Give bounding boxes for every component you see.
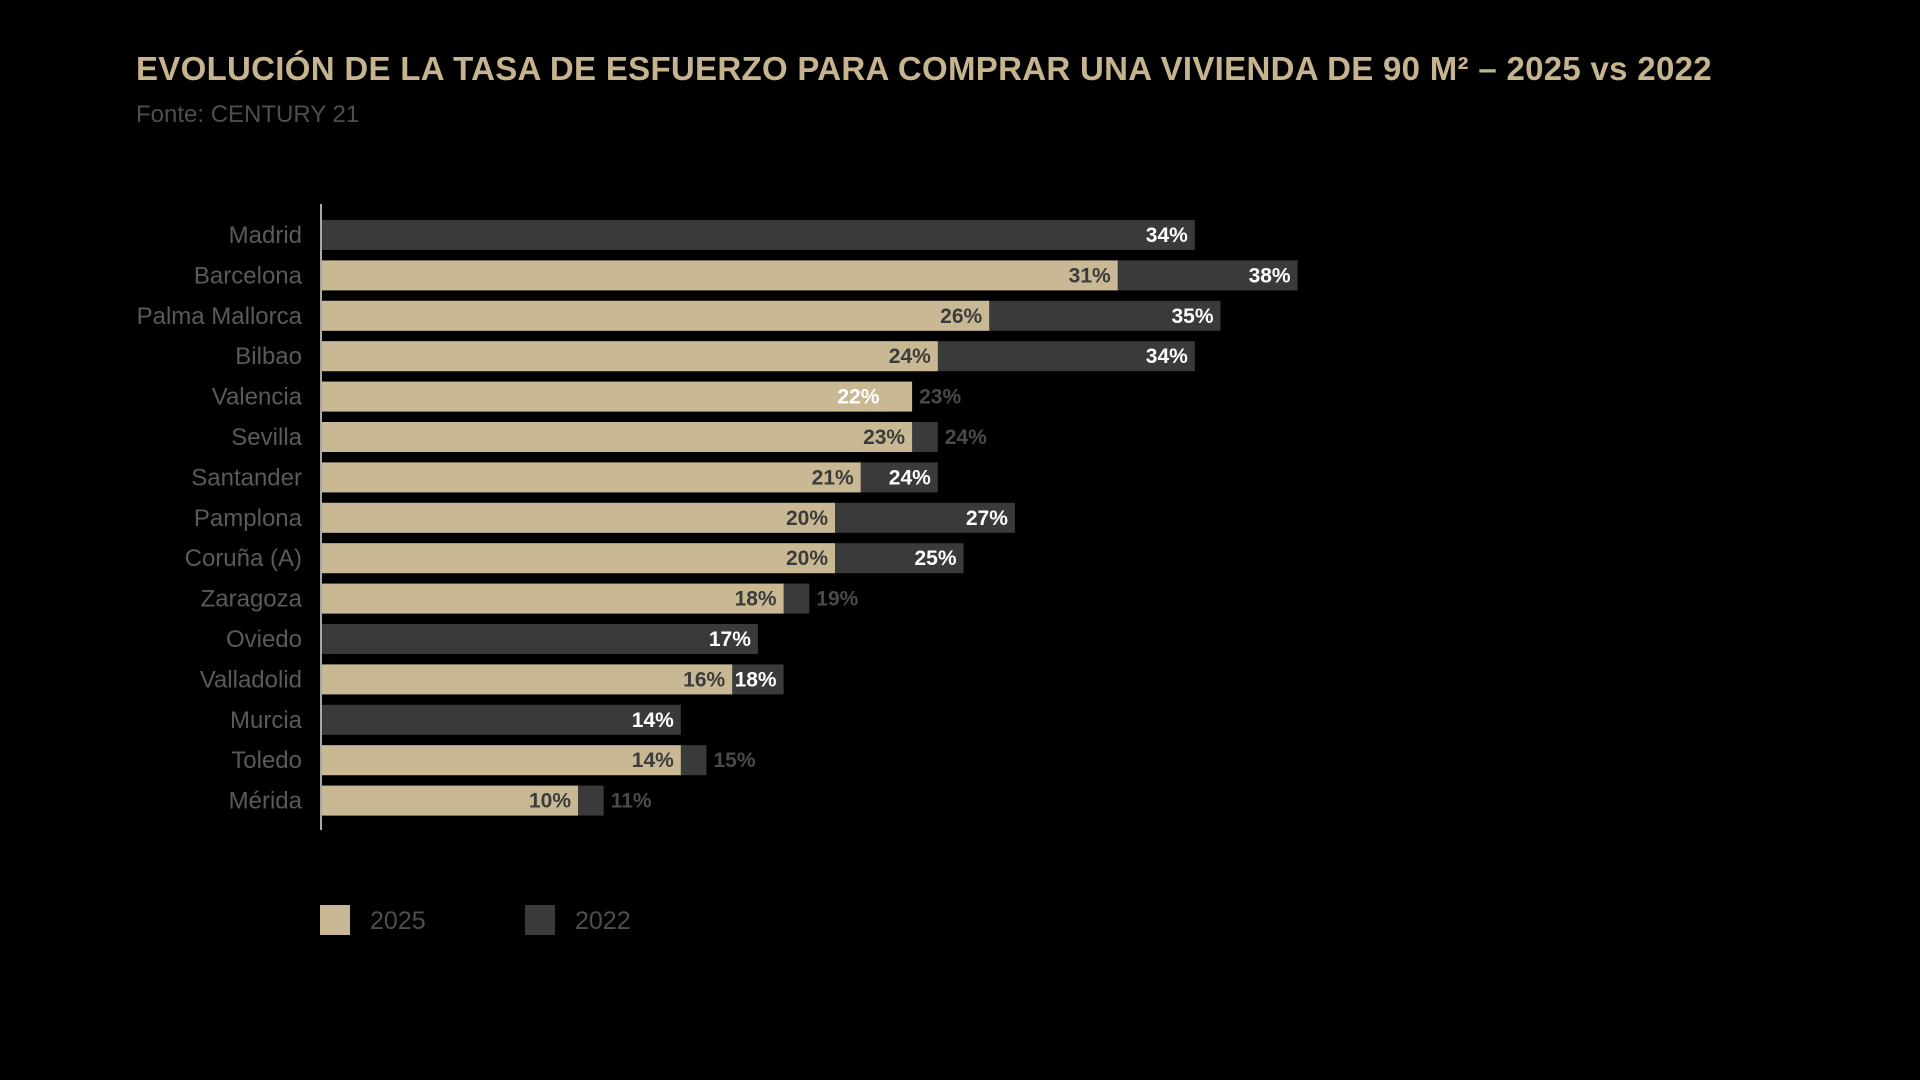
- legend-label-2022: 2022: [575, 907, 631, 935]
- data-label-2025: 18%: [735, 588, 777, 611]
- bar-2022: [321, 704, 681, 735]
- legend-label-2025: 2025: [370, 907, 426, 935]
- bar-2025: [321, 543, 835, 574]
- data-label-2022: 24%: [889, 466, 931, 489]
- category-label: Barcelona: [194, 262, 303, 289]
- category-label: Mérida: [229, 788, 303, 815]
- bar-2025: [321, 502, 835, 533]
- data-label-2025: 20%: [786, 507, 828, 530]
- bar-2025: [321, 381, 913, 412]
- bar-2025: [321, 341, 938, 372]
- data-label-2022: 24%: [945, 426, 987, 449]
- category-label: Valencia: [212, 384, 303, 411]
- data-label-2022: 15%: [714, 749, 756, 772]
- data-label-2022: 11%: [611, 790, 652, 813]
- category-label: Murcia: [230, 707, 303, 734]
- data-label-2022: 19%: [816, 588, 858, 611]
- data-label-2025: 10%: [529, 790, 571, 813]
- data-label-2022: 35%: [1171, 305, 1213, 328]
- bar-2025: [321, 583, 784, 614]
- data-label-2022: 14%: [632, 709, 674, 732]
- data-label-2022: 17%: [709, 628, 751, 651]
- bar-2022: [321, 220, 1195, 250]
- category-label: Toledo: [231, 747, 302, 774]
- bar-2022: [321, 624, 758, 654]
- data-label-2022: 18%: [735, 668, 777, 691]
- bar-2025: [321, 422, 913, 452]
- category-label: Madrid: [229, 222, 302, 249]
- legend-swatch-2022: [525, 905, 555, 935]
- data-label-2025: 23%: [863, 426, 905, 449]
- category-label: Palma Mallorca: [137, 303, 303, 330]
- data-label-2025: 16%: [683, 668, 725, 691]
- chart-title: EVOLUCIÓN DE LA TASA DE ESFUERZO PARA CO…: [136, 50, 1712, 87]
- data-label-2022: 34%: [1146, 224, 1188, 247]
- bar-2025: [321, 745, 681, 776]
- category-label: Zaragoza: [201, 586, 303, 613]
- legend-swatch-2025: [320, 905, 350, 935]
- data-label-2025: 23%: [919, 386, 961, 409]
- data-label-2025: 31%: [1069, 264, 1111, 287]
- data-label-2022: 34%: [1146, 345, 1188, 368]
- data-label-2022: 27%: [966, 507, 1008, 530]
- data-label-2025: 21%: [812, 466, 854, 489]
- category-label: Pamplona: [194, 505, 303, 532]
- data-label-2025: 14%: [632, 749, 674, 772]
- bar-2025: [321, 300, 990, 331]
- category-label: Valladolid: [200, 666, 302, 693]
- category-label: Bilbao: [235, 343, 302, 370]
- category-label: Sevilla: [231, 424, 302, 451]
- data-label-2022: 38%: [1249, 264, 1291, 287]
- bar-2025: [321, 462, 861, 493]
- bar-2025: [321, 785, 578, 816]
- category-label: Santander: [191, 464, 302, 491]
- data-label-2022: 22%: [837, 386, 879, 409]
- data-label-2022: 25%: [914, 547, 956, 570]
- data-label-2025: 20%: [786, 547, 828, 570]
- category-label: Oviedo: [226, 626, 302, 653]
- data-label-2025: 24%: [889, 345, 931, 368]
- bar-2025: [321, 664, 733, 695]
- data-label-2025: 26%: [940, 305, 982, 328]
- chart-subtitle: Fonte: CENTURY 21: [136, 101, 360, 128]
- bar-2025: [321, 260, 1118, 291]
- category-label: Coruña (A): [185, 545, 302, 572]
